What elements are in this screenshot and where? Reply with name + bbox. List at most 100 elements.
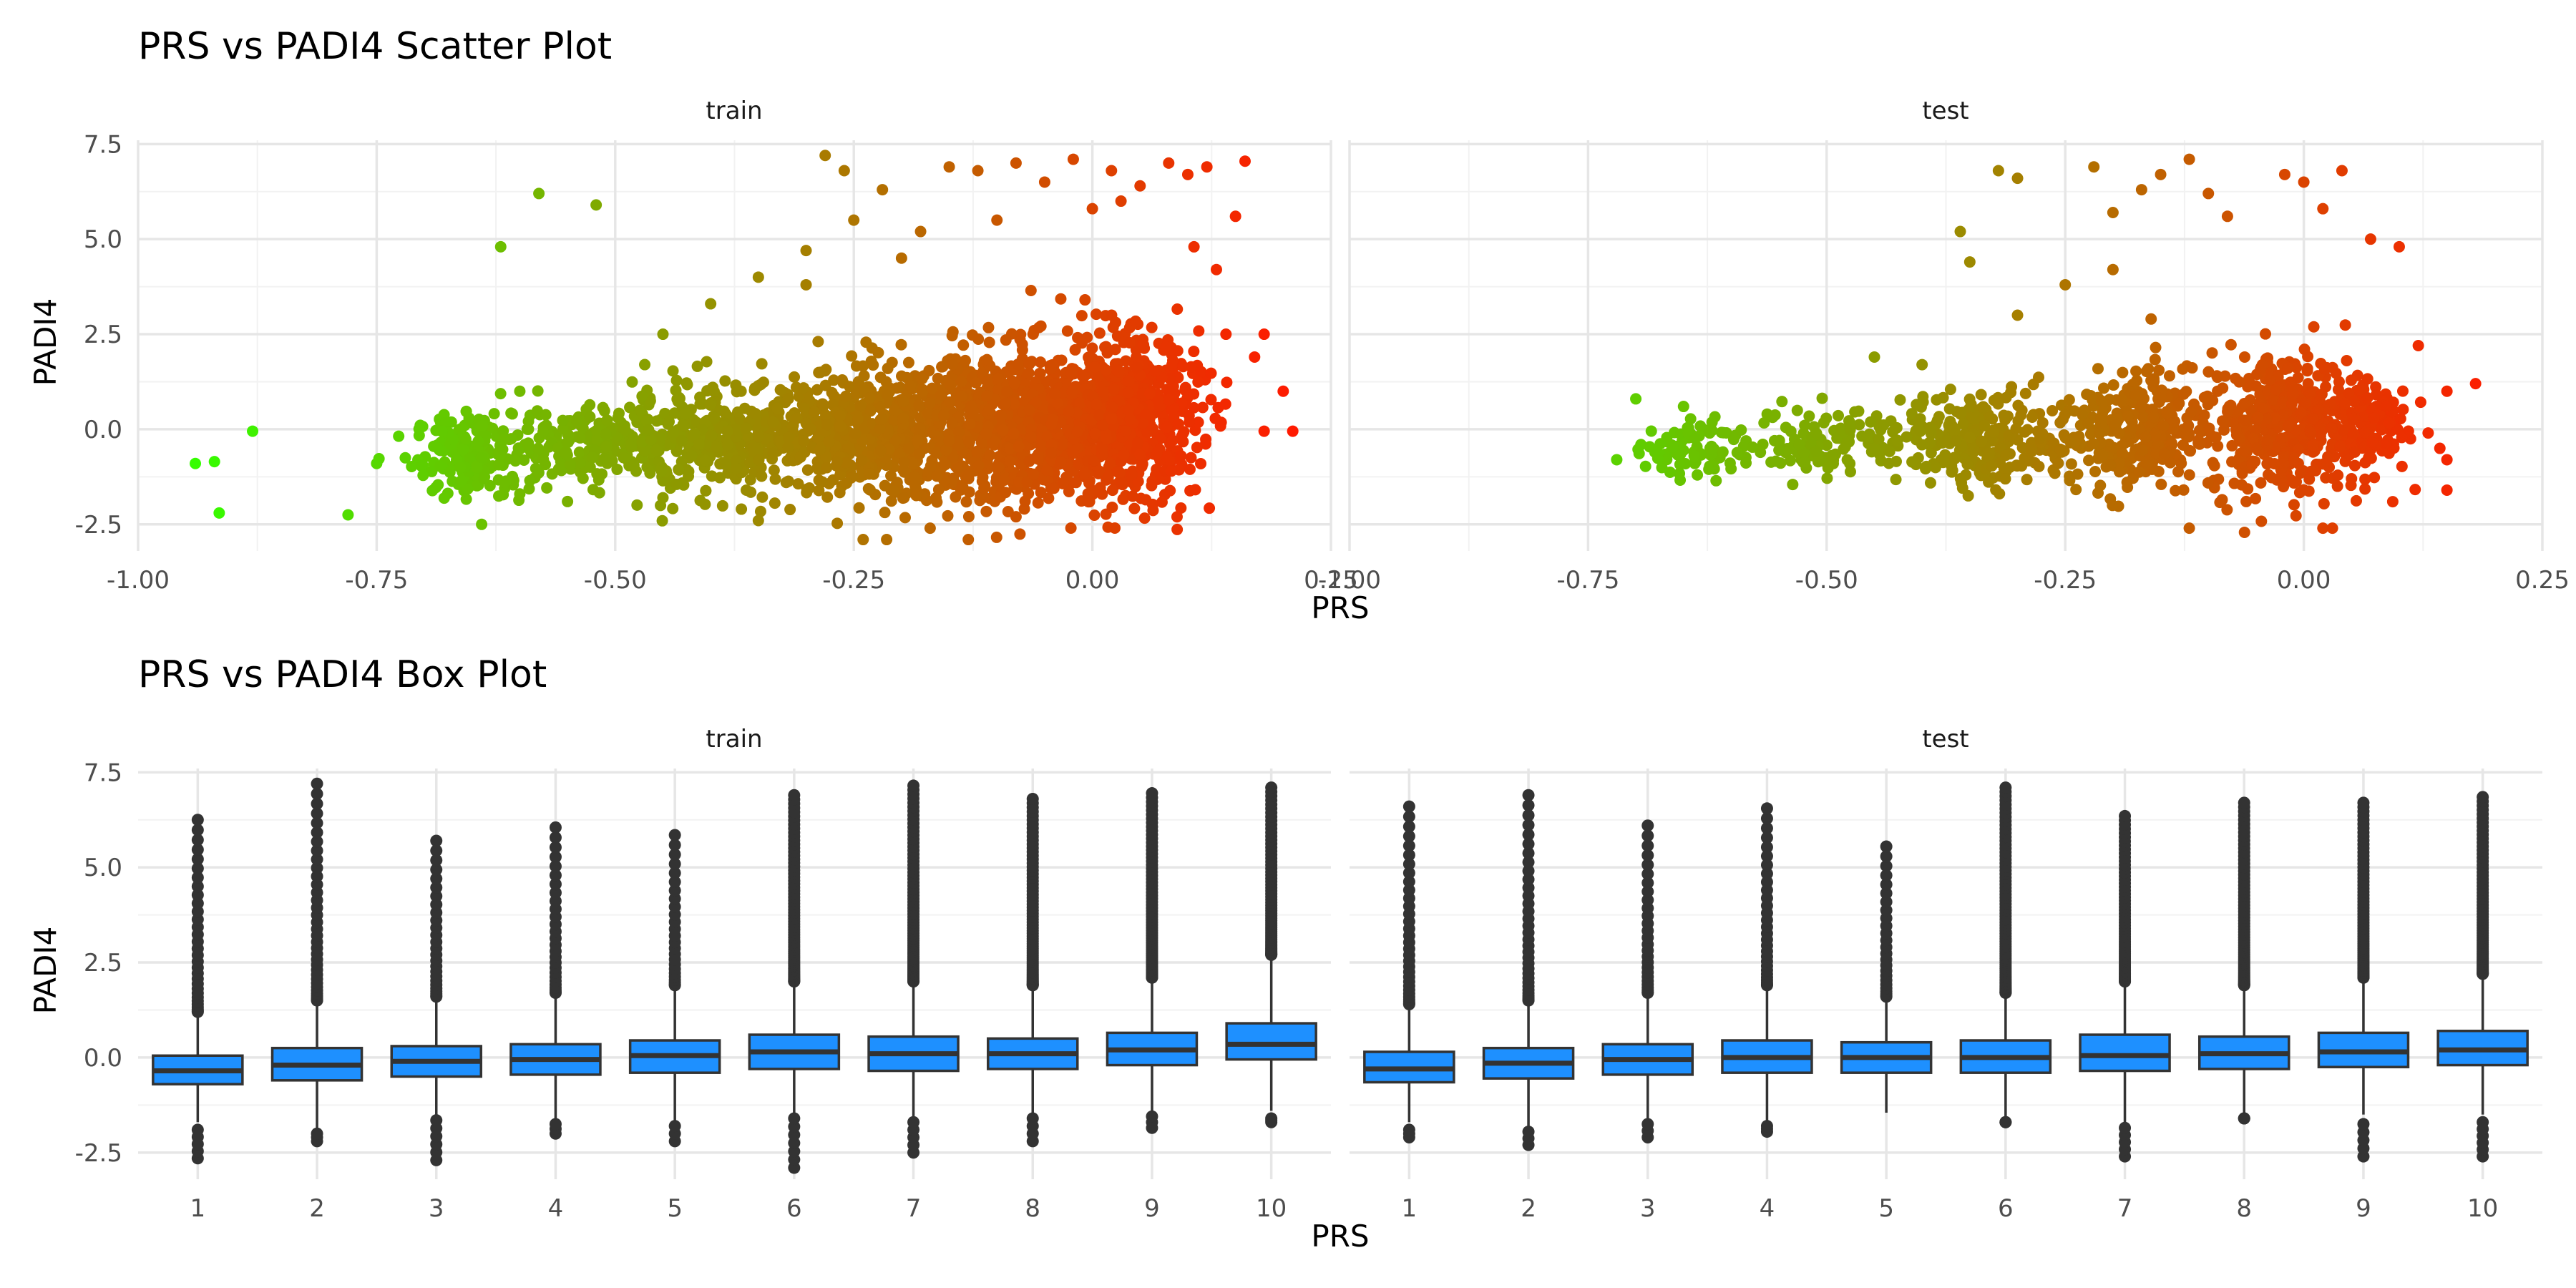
scatter-point — [860, 336, 872, 348]
scatter-point — [940, 459, 952, 471]
scatter-point — [2185, 406, 2197, 418]
scatter-point — [1191, 441, 1203, 454]
scatter-point — [561, 449, 573, 462]
scatter-point — [688, 427, 701, 439]
scatter-point — [731, 462, 743, 474]
scatter-point — [1061, 325, 1073, 337]
scatter-point — [530, 462, 542, 474]
scatter-point — [1924, 477, 1936, 489]
scatter-point — [981, 390, 993, 402]
scatter-point — [2088, 161, 2100, 173]
scatter-point — [1070, 477, 1082, 489]
scatter-point — [1769, 409, 1781, 421]
scatter-point — [789, 371, 801, 383]
scatter-point — [885, 495, 897, 507]
scatter-point — [1906, 456, 1918, 468]
scatter-point — [895, 338, 907, 351]
scatter-point — [2441, 454, 2453, 466]
scatter-point — [399, 452, 411, 464]
scatter-point — [2180, 429, 2192, 441]
scatter-point — [1963, 256, 1976, 268]
scatter-point — [2216, 494, 2228, 506]
scatter-point — [587, 452, 599, 464]
x-tick-label: 8 — [2236, 1194, 2252, 1223]
scatter-point — [1200, 433, 1212, 445]
scatter-point — [2173, 397, 2185, 409]
scatter-point — [2034, 432, 2046, 444]
x-tick-label: 5 — [667, 1194, 683, 1223]
scatter-point — [992, 462, 1005, 474]
scatter-point — [1717, 446, 1729, 458]
scatter-point — [656, 514, 668, 527]
scatter-point — [798, 435, 810, 447]
scatter-point — [898, 456, 910, 468]
scatter-point — [2089, 465, 2102, 477]
scatter-point — [831, 517, 844, 530]
scatter-point — [2136, 444, 2148, 457]
scatter-point — [523, 483, 535, 495]
scatter-point — [2268, 458, 2280, 470]
scatter-point — [964, 418, 976, 430]
scatter-point — [1706, 443, 1718, 455]
scatter-point — [2049, 467, 2061, 479]
scatter-point — [924, 397, 936, 409]
scatter-point — [2010, 423, 2022, 435]
box-outlier — [549, 821, 562, 834]
scatter-point — [2207, 457, 2219, 469]
scatter-point — [472, 435, 484, 447]
scatter-point — [1181, 168, 1194, 180]
scatter-point — [1128, 502, 1141, 514]
x-tick-label: -0.50 — [1795, 566, 1858, 595]
scatter-point — [1137, 417, 1149, 429]
scatter-point — [2095, 415, 2107, 427]
scatter-point — [942, 509, 954, 522]
scatter-point — [1195, 366, 1207, 378]
scatter-point — [877, 184, 889, 196]
scatter-point — [782, 393, 794, 405]
scatter-point — [1869, 444, 1881, 456]
scatter-point — [704, 399, 716, 411]
scatter-point — [748, 382, 761, 394]
scatter-point — [1731, 447, 1743, 459]
scatter-point — [2155, 392, 2167, 404]
scatter-point — [1954, 225, 1966, 238]
scatter-point — [2087, 437, 2099, 449]
scatter-point — [2409, 484, 2421, 496]
scatter-point — [2301, 363, 2313, 375]
scatter-point — [2145, 313, 2157, 325]
scatter-point — [2287, 381, 2299, 393]
scatter-point — [494, 240, 507, 253]
scatter-point — [1865, 416, 1877, 428]
scatter-point — [1100, 364, 1112, 376]
scatter-point — [2011, 309, 2024, 321]
scatter-point — [626, 376, 638, 388]
scatter-point — [784, 504, 796, 516]
scatter-point — [2221, 210, 2233, 223]
scatter-point — [1821, 472, 1833, 484]
scatter-point — [1931, 394, 1943, 406]
scatter-point — [657, 328, 669, 341]
scatter-point — [1188, 388, 1200, 400]
scatter-point — [1089, 427, 1101, 439]
scatter-point — [1075, 310, 1088, 322]
scatter-point — [2307, 439, 2319, 452]
scatter-point — [1725, 463, 1737, 475]
scatter-point — [848, 214, 860, 226]
box-outlier — [788, 789, 801, 801]
x-tick-label: 8 — [1025, 1194, 1040, 1223]
scatter-point — [952, 462, 964, 474]
x-tick-label: 10 — [1256, 1194, 1287, 1223]
scatter-point — [720, 409, 732, 421]
scatter-point — [1149, 365, 1161, 377]
scatter-point — [744, 457, 756, 469]
scatter-point — [2107, 379, 2119, 391]
scatter-facet-test: test — [1922, 97, 1968, 125]
scatter-point — [612, 411, 624, 424]
scatter-point — [2322, 452, 2334, 464]
scatter-point — [924, 460, 937, 472]
scatter-point — [2129, 389, 2142, 401]
scatter-point — [2083, 454, 2095, 467]
scatter-point — [686, 450, 698, 462]
scatter-point — [800, 245, 812, 257]
scatter-point — [1023, 367, 1035, 379]
